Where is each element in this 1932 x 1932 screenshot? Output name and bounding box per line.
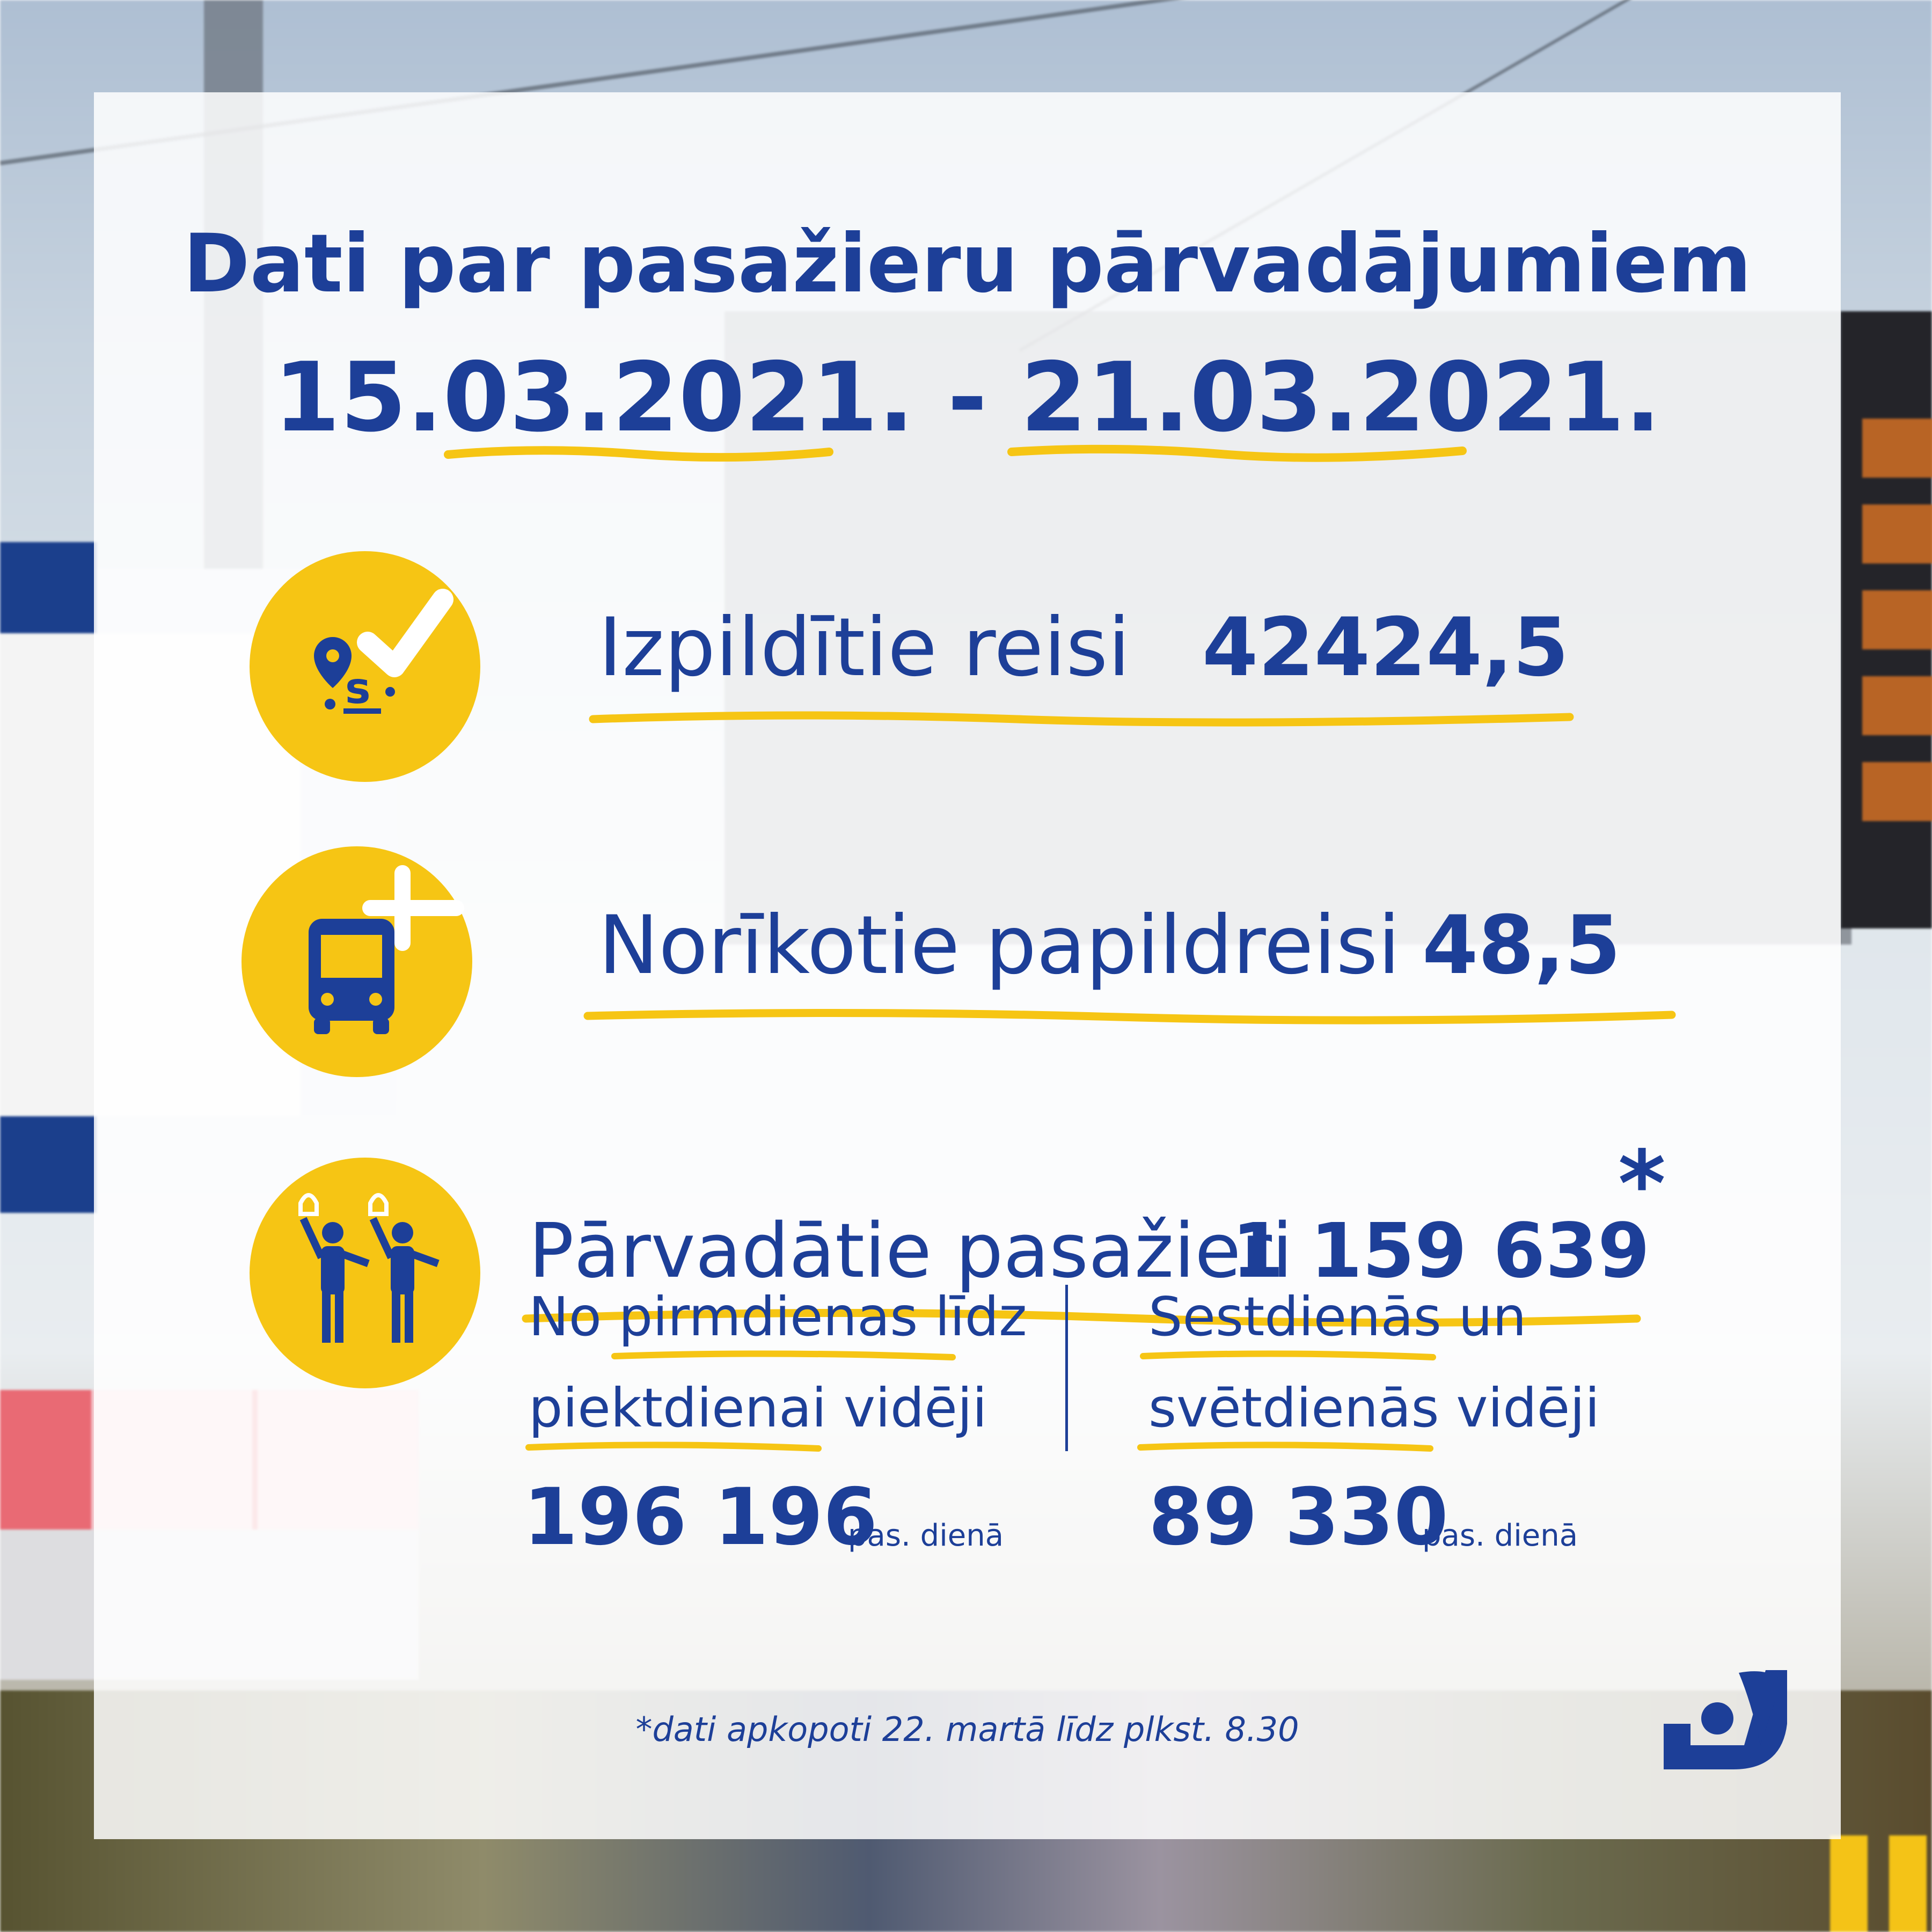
svg-text:s: s [345,663,371,713]
weekday-underline-2 [525,1441,822,1452]
weekend-line1: Sestdienās un [1148,1285,1527,1348]
passengers-underline [522,1308,1641,1327]
weekend-unit: pas. dienā [1422,1518,1578,1553]
passengers-value: 1 159 639 [1232,1208,1650,1295]
column-divider [1065,1285,1068,1451]
weekend-value: 89 330 [1148,1472,1448,1563]
company-logo-icon [1664,1670,1787,1769]
weekday-line1: No pirmdienas līdz [529,1285,1027,1348]
passengers-label: Pārvadātie pasažieri [529,1208,1293,1295]
page-title: Dati par pasažieru pārvadājumiem [183,217,1752,311]
trips-underline [589,711,1574,727]
date-range: 15.03.2021. - 21.03.2021. [273,342,1662,453]
trips-label: Izpildītie reisi [598,601,1131,694]
passengers-icon [250,1158,480,1388]
extra-trips-underline [583,1008,1676,1024]
trips-value: 42424,5 [1202,601,1569,694]
extra-trips-label: Norīkotie papildreisi [598,899,1401,992]
extra-trips-value: 48,5 [1422,899,1621,992]
date-underline [444,444,1467,462]
footnote: *dati apkopoti 22. martā līdz plkst. 8.3… [635,1710,1299,1749]
weekend-underline-2 [1137,1441,1433,1452]
weekday-unit: pas. dienā [848,1518,1004,1553]
weekday-line2: piektdienai vidēji [529,1377,987,1439]
weekend-underline-1 [1140,1350,1436,1360]
weekday-underline-1 [611,1350,956,1360]
asterisk-mark: * [1618,1131,1666,1238]
info-panel: Dati par pasažieru pārvadājumiem 15.03.2… [94,92,1841,1839]
route-check-icon: s [250,551,480,782]
weekday-value: 196 196 [523,1472,878,1563]
bus-plus-icon [241,846,472,1077]
weekend-line2: svētdienās vidēji [1148,1377,1600,1439]
